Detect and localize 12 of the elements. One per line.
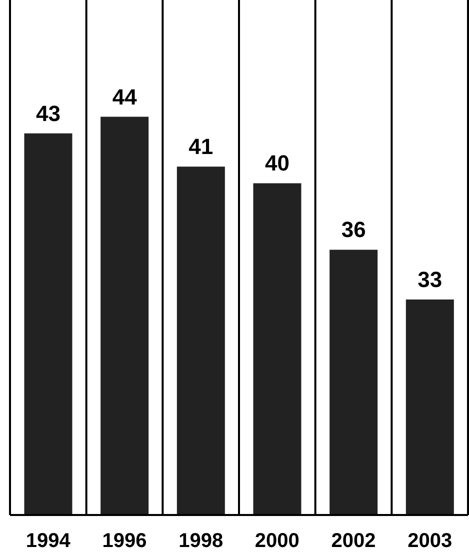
x-tick-label: 1994 [26, 530, 72, 552]
data-label: 43 [36, 100, 60, 126]
x-tick-label: 1998 [178, 530, 224, 552]
data-label: 41 [188, 134, 214, 160]
x-tick-label: 2000 [254, 530, 300, 552]
data-label: 33 [418, 267, 442, 292]
x-tick-label: 2003 [408, 530, 452, 552]
data-label: 36 [341, 217, 366, 242]
x-tick-label: 2002 [331, 530, 376, 552]
data-label: 40 [265, 150, 290, 176]
data-label: 44 [112, 84, 138, 110]
x-tick-label: 1996 [102, 530, 147, 552]
